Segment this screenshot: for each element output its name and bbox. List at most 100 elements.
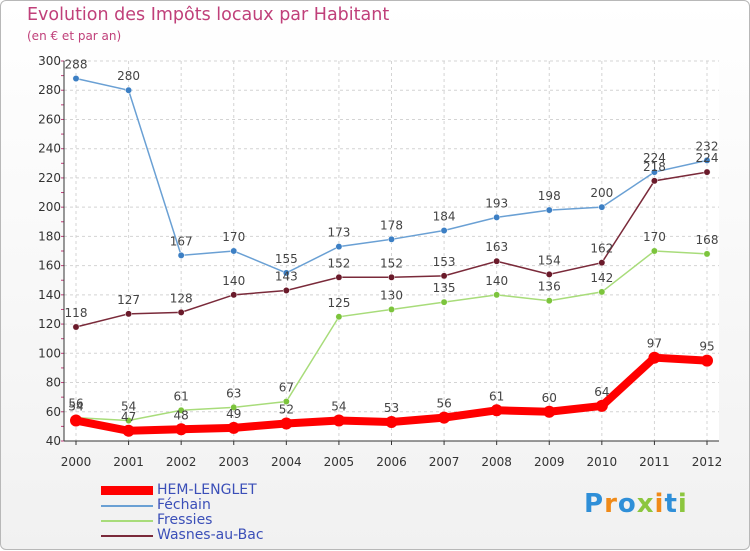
data-point — [545, 206, 553, 214]
x-tick-label: 2012 — [692, 455, 723, 469]
data-label: 280 — [117, 69, 140, 83]
data-label: 128 — [170, 291, 193, 305]
y-tick-label: 80 — [46, 376, 61, 390]
data-point — [125, 310, 133, 318]
data-point — [493, 291, 501, 299]
legend-item-fressies: Fressies — [101, 512, 341, 528]
x-tick-label: 2003 — [218, 455, 249, 469]
y-tick-label: 280 — [38, 83, 61, 97]
data-label: 142 — [590, 271, 613, 285]
data-point — [598, 259, 606, 267]
x-tick-label: 2007 — [429, 455, 460, 469]
data-point — [701, 354, 713, 367]
x-tick-label: 2001 — [113, 455, 144, 469]
logo-letter: i — [677, 489, 688, 519]
data-label: 193 — [485, 196, 508, 210]
x-tick-label: 2006 — [376, 455, 407, 469]
logo-letter: o — [617, 489, 637, 519]
chart-title: Evolution des Impôts locaux par Habitant — [27, 5, 390, 25]
data-point — [440, 227, 448, 234]
data-point — [440, 298, 448, 306]
data-label: 125 — [327, 296, 350, 310]
data-label: 168 — [696, 233, 719, 247]
y-tick-label: 140 — [38, 288, 61, 302]
data-point — [650, 177, 658, 185]
data-point — [703, 168, 711, 176]
data-label: 218 — [643, 160, 666, 174]
legend-swatch — [101, 534, 153, 537]
data-label: 56 — [436, 397, 451, 411]
data-point — [282, 287, 290, 294]
data-label: 48 — [174, 408, 189, 422]
x-tick-label: 2011 — [639, 455, 670, 469]
data-point — [125, 86, 133, 94]
x-tick-label: 2009 — [534, 455, 565, 469]
data-label: 67 — [279, 381, 294, 395]
data-point — [175, 423, 188, 436]
y-tick-label: 160 — [38, 259, 61, 273]
data-label: 140 — [222, 274, 245, 288]
data-point — [545, 270, 553, 278]
data-point — [335, 243, 343, 251]
data-point — [230, 291, 238, 299]
data-label: 162 — [590, 242, 613, 256]
data-point — [332, 414, 345, 427]
legend-item-f-chain: Féchain — [101, 497, 341, 513]
legend-swatch — [101, 486, 153, 495]
data-point — [545, 297, 553, 305]
data-label: 198 — [538, 189, 561, 203]
y-tick-label: 40 — [46, 434, 61, 448]
data-point — [598, 288, 606, 296]
data-label: 53 — [384, 401, 399, 415]
data-label: 61 — [174, 389, 189, 403]
legend-item-hem-lenglet: HEM-LENGLET — [101, 482, 341, 498]
data-label: 140 — [485, 274, 508, 288]
data-label: 143 — [275, 269, 298, 283]
data-point — [703, 250, 711, 258]
data-label: 167 — [170, 234, 193, 248]
logo-letter: i — [654, 489, 665, 519]
legend-label: Wasnes-au-Bac — [157, 527, 264, 543]
data-label: 184 — [433, 210, 456, 224]
legend-swatch — [101, 519, 153, 522]
legend-item-wasnes-au-bac: Wasnes-au-Bac — [101, 527, 341, 543]
data-label: 54 — [121, 400, 136, 414]
data-label: 63 — [226, 386, 241, 400]
data-point — [177, 308, 185, 316]
data-label: 97 — [647, 337, 662, 351]
data-label: 173 — [327, 226, 350, 240]
data-point — [650, 168, 658, 176]
data-label: 288 — [65, 58, 88, 72]
data-point — [650, 247, 658, 255]
data-point — [440, 272, 448, 280]
data-label: 152 — [327, 256, 350, 270]
data-point — [335, 313, 343, 321]
x-tick-label: 2008 — [481, 455, 512, 469]
data-label: 54 — [331, 400, 346, 414]
data-point — [598, 203, 606, 211]
data-label: 64 — [594, 385, 609, 399]
data-label: 136 — [538, 280, 561, 294]
data-point — [72, 323, 80, 331]
data-point — [648, 351, 661, 364]
data-point — [595, 399, 608, 412]
legend-label: Féchain — [157, 497, 211, 513]
data-label: 52 — [279, 402, 294, 416]
data-point — [438, 411, 451, 424]
data-label: 153 — [433, 255, 456, 269]
data-point — [177, 251, 185, 259]
y-tick-label: 200 — [38, 200, 61, 214]
data-point — [388, 235, 395, 243]
chart-subtitle: (en € et par an) — [27, 29, 122, 43]
data-label: 95 — [699, 340, 714, 354]
data-label: 118 — [65, 306, 88, 320]
data-label: 49 — [226, 407, 241, 421]
y-tick-label: 240 — [38, 142, 61, 156]
data-label: 170 — [643, 230, 666, 244]
x-tick-label: 2000 — [61, 455, 92, 469]
data-label: 60 — [542, 391, 557, 405]
